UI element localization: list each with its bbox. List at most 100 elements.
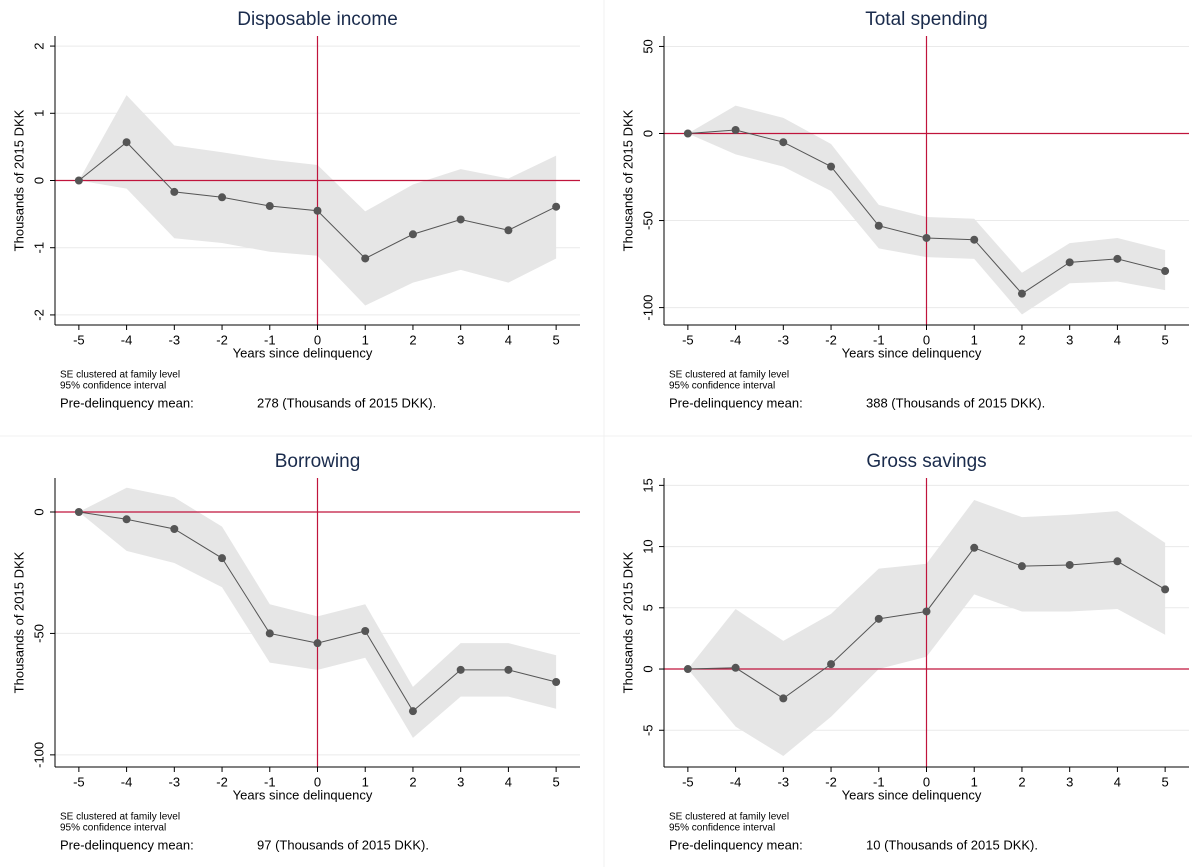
point (779, 138, 788, 147)
x-tick-label: 4 (1114, 332, 1121, 347)
mean-value: 388 (Thousands of 2015 DKK). (866, 395, 1045, 410)
note: SE clustered at family level (669, 812, 789, 823)
y-tick-label: -100 (31, 742, 46, 768)
x-tick-label: -5 (73, 774, 85, 789)
x-tick-label: -1 (873, 774, 885, 789)
x-tick-label: 3 (1066, 774, 1073, 789)
x-tick-label: 5 (553, 332, 560, 347)
mean-value: 10 (Thousands of 2015 DKK). (866, 837, 1038, 852)
point (1017, 562, 1026, 571)
chart-title: Disposable income (237, 9, 398, 30)
note: SE clustered at family level (669, 370, 789, 381)
point (170, 187, 179, 196)
point (122, 138, 131, 147)
y-tick-label: 0 (640, 665, 655, 672)
x-tick-label: -2 (216, 332, 228, 347)
point (408, 707, 417, 716)
note: 95% confidence interval (60, 823, 166, 834)
y-tick-label: -50 (640, 211, 655, 230)
y-tick-label: 0 (640, 130, 655, 137)
y-tick-label: -100 (640, 295, 655, 321)
x-tick-label: -3 (778, 774, 790, 789)
y-tick-label: 10 (640, 539, 655, 553)
x-tick-label: 5 (1162, 332, 1169, 347)
panel: Gross savings -5 0 5 10 15 -5 -4 -3 -2 -1 0 1 2 3 4 5 Yea… (620, 451, 1189, 852)
point (552, 678, 561, 686)
point (361, 627, 370, 635)
x-tick-label: 0 (923, 774, 930, 789)
x-tick-label: -1 (264, 774, 276, 789)
point (1161, 267, 1170, 276)
chart-title: Total spending (865, 9, 988, 30)
point (827, 660, 836, 669)
x-tick-label: 2 (1018, 774, 1025, 789)
mean-value: 97 (Thousands of 2015 DKK). (257, 837, 429, 852)
point (731, 126, 740, 135)
point (408, 230, 417, 239)
y-tick-label: 0 (31, 508, 46, 515)
panel: Total spending -100 -50 0 50 -5 -4 -3 -2 -1 0 1 2 3 4 5… (620, 9, 1189, 410)
x-tick-label: 2 (1018, 332, 1025, 347)
x-tick-label: -5 (682, 332, 694, 347)
y-tick-label: 0 (31, 177, 46, 184)
y-tick-label: 1 (31, 110, 46, 117)
y-tick-label: 50 (640, 39, 655, 53)
mean-label: Pre-delinquency mean: (669, 837, 803, 852)
mean-label: Pre-delinquency mean: (669, 395, 803, 410)
x-tick-label: 1 (971, 332, 978, 347)
point (74, 176, 83, 185)
point (456, 665, 465, 674)
point (74, 508, 83, 516)
note: 95% confidence interval (669, 381, 775, 392)
x-tick-label: 2 (409, 332, 416, 347)
x-tick-label: -4 (730, 774, 742, 789)
point (874, 614, 883, 623)
point (456, 215, 465, 224)
y-axis-label: Thousands of 2015 DKK (11, 551, 26, 693)
y-tick-label: -5 (640, 724, 655, 736)
note: SE clustered at family level (60, 370, 180, 381)
x-tick-label: 5 (1162, 774, 1169, 789)
point (1065, 258, 1074, 267)
x-axis-label: Years since delinquency (233, 787, 373, 802)
point (504, 226, 513, 235)
x-tick-label: 3 (457, 774, 464, 789)
x-tick-label: -3 (169, 774, 181, 789)
x-tick-label: -2 (825, 332, 837, 347)
x-tick-label: -2 (825, 774, 837, 789)
x-tick-label: -3 (778, 332, 790, 347)
point (218, 554, 227, 563)
x-tick-label: 0 (923, 332, 930, 347)
y-tick-label: -50 (31, 624, 46, 643)
panel: Borrowing -100 -50 0 -5 -4 -3 -2 -1 0 1 2 3 4 5 Years s… (11, 451, 580, 852)
mean-label: Pre-delinquency mean: (60, 395, 194, 410)
x-tick-label: 2 (409, 774, 416, 789)
point (1017, 289, 1026, 298)
point (1161, 585, 1170, 594)
x-tick-label: 0 (314, 332, 321, 347)
y-tick-label: -2 (31, 309, 46, 321)
x-tick-label: 4 (1114, 774, 1121, 789)
y-axis-label: Thousands of 2015 DKK (620, 109, 635, 251)
x-tick-label: 1 (362, 774, 369, 789)
point (313, 639, 322, 648)
y-tick-label: -1 (31, 242, 46, 254)
point (504, 665, 513, 674)
x-tick-label: -2 (216, 774, 228, 789)
point (265, 202, 274, 211)
y-axis-label: Thousands of 2015 DKK (620, 551, 635, 693)
point (218, 193, 227, 202)
x-tick-label: 3 (457, 332, 464, 347)
point (1113, 254, 1122, 263)
x-tick-label: 4 (505, 332, 512, 347)
point (922, 607, 931, 616)
chart-title: Gross savings (866, 451, 986, 472)
x-axis-label: Years since delinquency (842, 787, 982, 802)
y-tick-label: 2 (31, 42, 46, 49)
y-tick-label: 5 (640, 604, 655, 611)
x-tick-label: -4 (121, 332, 133, 347)
x-tick-label: 4 (505, 774, 512, 789)
x-axis-label: Years since delinquency (233, 345, 373, 360)
note: 95% confidence interval (669, 823, 775, 834)
